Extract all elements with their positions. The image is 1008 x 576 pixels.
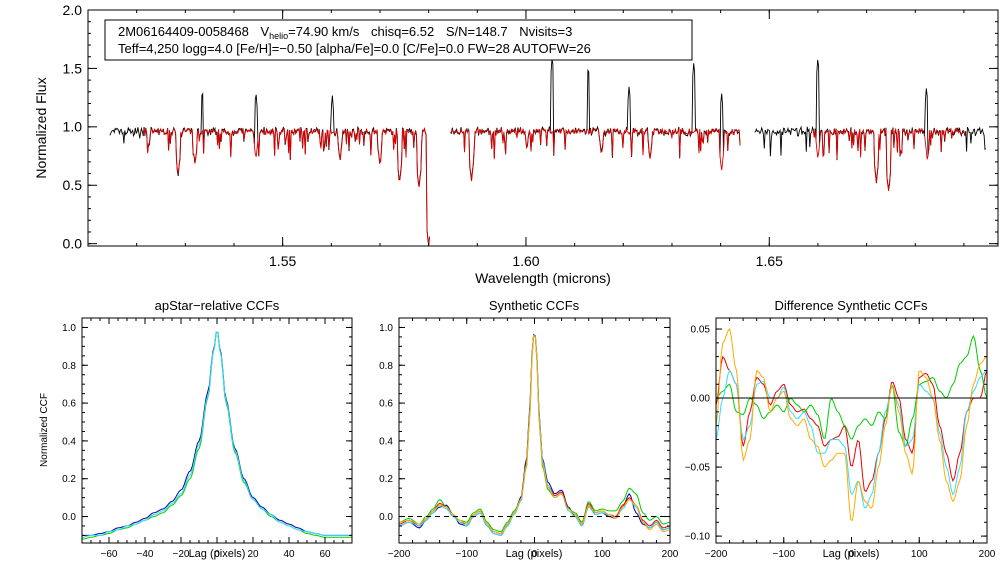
difference-ccf-xlabel: Lag (pixels) (823, 548, 880, 560)
info-vhelio-value: =74.90 km/s (288, 24, 360, 39)
synthetic-ccf-traces (398, 333, 671, 536)
info-sn: S/N=148.7 (446, 24, 508, 39)
info-star-id: 2M06164409-0058468 (118, 24, 249, 39)
spectrum-panel: 1.55 1.60 1.65 0.0 0.5 1.0 1.5 2.0 Wavelength (… (33, 2, 999, 286)
synthetic-ccf-panel: Synthetic CCFs −200 −100 0 100 200 0.0 0.2 0.4 0… (379, 298, 679, 560)
apstar-ccf-traces (81, 331, 352, 540)
x-tick-label: 1.55 (269, 253, 296, 269)
spectrum-traces (109, 58, 987, 246)
x-tick-label: −60 (101, 549, 118, 560)
synthetic-ccf-axes: −200 −100 0 100 200 0.0 0.2 0.4 0.6 0.8 1.0 (379, 317, 679, 560)
x-tick-label: −200 (705, 549, 728, 560)
x-tick-label: 1.65 (756, 253, 783, 269)
ccf-series-line-visit-4 (398, 334, 671, 536)
y-tick-label: 0.4 (62, 436, 76, 447)
y-tick-label: 0.0 (62, 512, 76, 523)
x-tick-label: −20 (173, 549, 190, 560)
difference-ccf-panel: Difference Synthetic CCFs −200 −100 0 100 20… (685, 298, 996, 560)
synthetic-ccf-title: Synthetic CCFs (489, 298, 580, 313)
difference-ccf-axes: −200 −100 0 100 200 −0.10 −0.05 0.00 0.05 (685, 318, 996, 560)
x-tick-label: −100 (455, 549, 478, 560)
info-nvisits: Nvisits=3 (519, 24, 572, 39)
x-tick-label: −40 (137, 549, 154, 560)
y-tick-label: 1.0 (63, 119, 83, 135)
y-tick-label: 0.4 (379, 436, 393, 447)
model-spectrum-chip-1 (142, 127, 431, 246)
x-tick-label: 0 (532, 549, 538, 560)
difference-ccf-traces (715, 328, 988, 522)
apstar-ccf-xlabel: Lag (pixels) (189, 548, 246, 560)
x-tick-label: 100 (594, 549, 611, 560)
y-tick-label: 2.0 (63, 2, 83, 18)
x-tick-label: 20 (247, 549, 259, 560)
x-tick-label: 40 (283, 549, 295, 560)
info-vhelio-subscript: helio (269, 31, 288, 41)
y-tick-label: 0.05 (691, 325, 711, 336)
y-tick-label: 0.2 (379, 474, 393, 485)
y-tick-label: 0.00 (691, 394, 711, 405)
synthetic-ccf-xlabel: Lag (pixels) (506, 548, 563, 560)
apstar-ccf-title: apStar−relative CCFs (155, 298, 280, 313)
apstar-ccf-panel: apStar−relative CCFs −60 −40 −20 0 20 40 60 0.0… (39, 298, 353, 560)
ccf-series-line-visit-3 (81, 331, 352, 538)
info-line-2: Teff=4,250 logg=4.0 [Fe/H]=−0.50 [alpha/… (118, 41, 591, 56)
y-tick-label: 0.5 (63, 177, 83, 193)
x-tick-label: −100 (772, 549, 795, 560)
y-tick-label: −0.10 (685, 532, 711, 543)
info-chisq: chisq=6.52 (371, 24, 434, 39)
y-tick-label: 0.6 (62, 399, 76, 410)
x-tick-label: 1.60 (512, 253, 539, 269)
y-tick-label: 0.0 (63, 236, 83, 252)
y-tick-label: 0.8 (62, 361, 76, 372)
spectrum-plot-frame (87, 9, 999, 247)
spectrum-axes: 1.55 1.60 1.65 0.0 0.5 1.0 1.5 2.0 (63, 2, 998, 269)
y-tick-label: 0.2 (62, 474, 76, 485)
y-tick-label: −0.05 (685, 463, 711, 474)
ccf-series-line-visit-3 (715, 369, 988, 509)
ccf-series-line-visit-2 (715, 334, 988, 448)
y-tick-label: 0.8 (379, 361, 393, 372)
y-tick-label: 0.0 (379, 512, 393, 523)
x-tick-label: 100 (911, 549, 928, 560)
model-spectrum-chip-3 (812, 127, 967, 191)
x-tick-label: 0 (214, 549, 220, 560)
y-tick-label: 1.5 (63, 60, 83, 76)
ccf-series-line-visit-5 (398, 335, 671, 534)
spectrum-info-box (104, 19, 693, 61)
y-tick-label: 0.6 (379, 399, 393, 410)
spectrum-xlabel: Wavelength (microns) (475, 270, 611, 286)
x-tick-label: −200 (388, 549, 411, 560)
difference-ccf-title: Difference Synthetic CCFs (775, 298, 928, 313)
x-tick-label: 200 (979, 549, 996, 560)
model-spectrum-chip-2 (450, 127, 741, 182)
info-line-1: 2M06164409-0058468 Vhelio=74.90 km/s chi… (118, 24, 572, 41)
x-tick-label: 0 (849, 549, 855, 560)
spectrum-ylabel: Normalized Flux (33, 77, 49, 178)
x-tick-label: 200 (662, 549, 679, 560)
ccf-series-line-visit-4 (715, 328, 988, 522)
y-tick-label: 1.0 (62, 323, 76, 334)
x-tick-label: 60 (319, 549, 331, 560)
info-vhelio-symbol: V (260, 24, 269, 39)
apstar-ccf-ylabel: Normalized CCF (39, 393, 50, 467)
apstar-ccf-axes: −60 −40 −20 0 20 40 60 0.0 0.2 0.4 0.6 0.8 1.0 (62, 317, 353, 560)
y-tick-label: 1.0 (379, 323, 393, 334)
